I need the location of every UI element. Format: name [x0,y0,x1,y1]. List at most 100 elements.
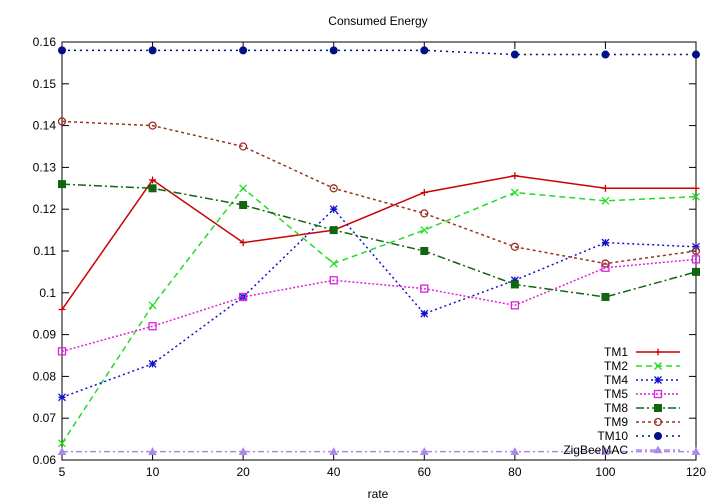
marker-shape [510,301,520,310]
y-tick-label: 0.07 [33,411,57,425]
data-point-tm4 [148,359,157,368]
data-point-tm9 [329,184,338,193]
data-point-tm8 [329,226,338,235]
marker-shape [238,292,248,302]
data-point-zigbeemac [148,447,157,455]
data-point-tm5 [238,292,248,302]
series-line-tm2 [61,187,697,444]
data-point-tm10 [329,46,338,55]
data-point-tm2 [148,301,157,310]
marker-shape [691,255,701,264]
marker-shape [149,176,157,184]
data-point-tm2 [601,196,610,205]
data-point-tm5 [510,301,520,310]
series-line-tm4 [61,208,697,399]
data-point-tm10 [58,46,66,55]
x-tick-label: 20 [236,465,250,479]
marker-shape [329,46,338,55]
legend-marker-zigbeemac [653,445,663,454]
marker-shape [692,50,700,59]
data-point-zigbeemac [329,447,339,455]
data-point-tm2 [692,192,700,201]
marker-shape [692,267,700,276]
y-tick-label: 0.09 [33,328,57,342]
marker-shape [510,188,519,197]
data-point-zigbeemac [691,447,701,455]
marker-shape [329,205,338,214]
data-point-tm4 [601,238,610,247]
marker-shape [654,404,662,412]
x-tick-label: 120 [686,465,706,479]
marker-shape [58,46,66,55]
legend-marker-tm9 [653,417,663,427]
x-tick-label: 5 [59,465,66,479]
marker-shape [58,180,66,189]
x-tick-label: 100 [595,465,615,479]
chart-title: Consumed Energy [328,14,427,28]
marker-shape [654,432,662,440]
y-tick-label: 0.08 [33,369,57,383]
marker-shape [58,439,66,448]
data-point-zigbeemac [601,447,610,455]
data-point-tm10 [420,46,429,55]
y-tick-label: 0.15 [33,77,57,91]
data-point-tm9 [601,259,610,268]
data-point-tm4 [58,393,66,402]
data-point-tm10 [692,50,700,59]
marker-shape [148,184,157,193]
data-point-tm2 [329,259,338,268]
data-point-tm9 [691,246,701,256]
data-point-tm1 [420,188,428,196]
legend-label-tm5: TM5 [604,387,628,401]
marker-shape [691,447,701,455]
marker-shape [420,247,429,255]
marker-shape [420,226,429,235]
marker-shape [692,184,700,192]
data-point-tm8 [420,247,429,255]
marker-shape [239,239,247,247]
marker-shape [601,50,610,59]
marker-shape [510,276,519,285]
x-tick-label: 60 [418,465,432,479]
x-tick-label: 40 [327,465,341,479]
marker-shape [239,46,248,55]
marker-shape [420,188,428,196]
data-point-tm4 [329,205,338,214]
data-point-tm9 [420,209,429,218]
marker-shape [329,226,338,235]
marker-shape [148,322,157,331]
marker-shape [692,192,700,201]
marker-shape [510,447,520,455]
y-tick-label: 0.16 [33,35,57,49]
data-point-tm8 [692,267,700,276]
x-axis-label: rate [368,487,389,501]
marker-shape [601,238,610,247]
marker-shape [691,246,701,256]
data-point-tm10 [148,46,157,55]
series-line-tm9 [61,120,697,265]
data-point-tm8 [510,280,519,289]
marker-shape [238,142,248,151]
data-point-tm1 [692,184,700,192]
marker-shape [329,184,338,193]
data-point-tm9 [510,242,520,251]
marker-shape [601,292,610,301]
series-line-tm8 [61,183,697,298]
data-point-tm5 [420,284,429,293]
y-tick-label: 0.06 [33,453,57,467]
data-point-tm5 [691,255,701,264]
marker-shape [420,309,429,318]
marker-shape [58,393,66,402]
marker-shape [601,184,609,192]
marker-shape [419,447,429,455]
data-point-tm1 [511,172,519,180]
data-point-tm8 [601,292,610,301]
legend-label-tm2: TM2 [604,359,628,373]
marker-shape [148,447,157,455]
data-point-tm9 [57,117,67,126]
data-point-tm2 [239,184,248,193]
marker-shape [239,184,248,193]
marker-shape [148,359,157,368]
data-point-tm8 [239,201,248,210]
